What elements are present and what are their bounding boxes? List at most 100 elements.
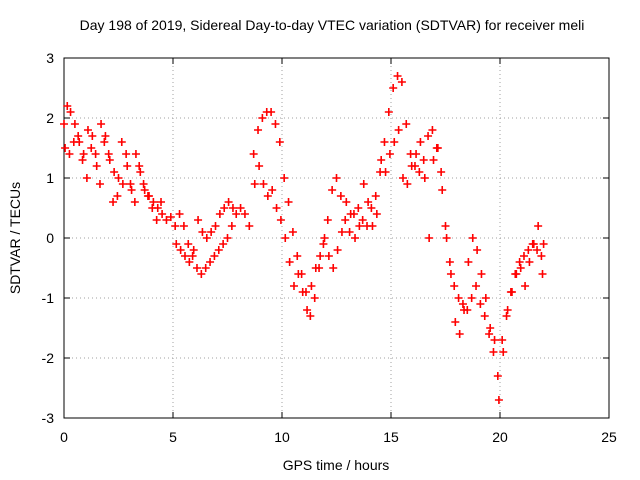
- data-point-marker: [458, 300, 467, 308]
- data-point-marker: [136, 168, 145, 176]
- data-point-marker: [206, 258, 215, 266]
- data-point-marker: [428, 126, 437, 134]
- data-point-marker: [333, 246, 342, 254]
- data-point-marker: [184, 240, 193, 248]
- data-point-marker: [263, 192, 272, 200]
- data-point-marker: [288, 228, 297, 236]
- data-point-marker: [91, 150, 100, 158]
- data-point-marker: [285, 258, 294, 266]
- data-point-marker: [389, 84, 398, 92]
- data-point-marker: [345, 228, 354, 236]
- data-point-marker: [460, 306, 469, 314]
- data-point-marker: [398, 174, 407, 182]
- data-point-marker: [227, 222, 236, 230]
- data-point-marker: [272, 204, 281, 212]
- data-point-marker: [415, 168, 424, 176]
- data-point-marker: [158, 210, 167, 218]
- y-tick-label: -1: [42, 290, 55, 306]
- data-point-marker: [188, 252, 197, 260]
- data-point-marker: [402, 120, 411, 128]
- data-point-marker: [342, 198, 351, 206]
- data-point-marker: [276, 216, 285, 224]
- data-point-marker: [219, 240, 228, 248]
- data-point-marker: [420, 174, 429, 182]
- data-point-marker: [498, 336, 507, 344]
- data-point-marker: [228, 204, 237, 212]
- data-point-marker: [489, 348, 498, 356]
- data-point-marker: [171, 222, 180, 230]
- data-point-marker: [88, 132, 97, 140]
- data-point-marker: [118, 180, 127, 188]
- data-point-marker: [519, 252, 528, 260]
- data-point-marker: [467, 294, 476, 302]
- data-point-marker: [78, 156, 87, 164]
- data-point-marker: [79, 150, 88, 158]
- data-point-marker: [393, 72, 402, 80]
- data-point-marker: [493, 372, 502, 380]
- data-point-marker: [473, 246, 482, 254]
- data-point-marker: [201, 264, 210, 272]
- data-point-marker: [149, 198, 158, 206]
- y-tick-label: 1: [46, 170, 54, 186]
- data-point-marker: [87, 144, 96, 152]
- data-point-marker: [66, 108, 75, 116]
- data-point-marker: [240, 210, 249, 218]
- data-point-marker: [255, 162, 264, 170]
- data-point-marker: [122, 150, 131, 158]
- data-point-marker: [324, 252, 333, 260]
- y-tick-label: -3: [42, 410, 55, 426]
- data-point-marker: [65, 150, 74, 158]
- data-point-marker: [533, 246, 542, 254]
- data-point-marker: [114, 174, 123, 182]
- data-point-marker: [126, 180, 135, 188]
- data-point-marker: [328, 186, 337, 194]
- data-point-marker: [232, 210, 241, 218]
- data-point-marker: [337, 228, 346, 236]
- data-point-marker: [97, 120, 106, 128]
- data-point-marker: [354, 204, 363, 212]
- data-point-marker: [176, 246, 185, 254]
- data-point-marker: [259, 180, 268, 188]
- data-point-marker: [446, 270, 455, 278]
- data-point-marker: [60, 120, 68, 128]
- data-point-marker: [494, 396, 503, 404]
- y-tick-label: 2: [46, 110, 54, 126]
- data-point-marker: [175, 210, 184, 218]
- data-point-marker: [166, 213, 175, 221]
- y-tick-labels: -3 -2 -1 0 1 2 3: [42, 50, 55, 426]
- data-point-marker: [403, 180, 412, 188]
- x-tick-label: 0: [60, 429, 68, 445]
- data-point-marker: [207, 228, 216, 236]
- data-point-marker: [381, 168, 390, 176]
- data-point-marker: [499, 348, 508, 356]
- data-point-marker: [372, 210, 381, 218]
- data-point-marker: [438, 186, 447, 194]
- y-tick-label: 0: [46, 230, 54, 246]
- data-point-marker: [202, 234, 211, 242]
- x-tick-labels: 0 5 10 15 20 25: [60, 429, 617, 445]
- data-point-marker: [451, 318, 460, 326]
- data-point-marker: [364, 198, 373, 206]
- data-point-marker: [310, 294, 319, 302]
- data-point-marker: [390, 138, 399, 146]
- data-point-marker: [490, 336, 499, 344]
- x-axis-title: GPS time / hours: [283, 457, 390, 473]
- data-point-marker: [83, 126, 92, 134]
- data-point-marker: [224, 198, 233, 206]
- data-point-marker: [355, 222, 364, 230]
- data-point-marker: [380, 138, 389, 146]
- data-point-marker: [437, 168, 446, 176]
- data-point-marker: [293, 252, 302, 260]
- y-tick-label: -2: [42, 350, 55, 366]
- data-point-marker: [332, 174, 341, 182]
- data-point-marker: [419, 156, 428, 164]
- data-point-marker: [507, 288, 516, 296]
- data-point-marker: [329, 264, 338, 272]
- data-point-marker: [69, 138, 78, 146]
- data-point-marker: [148, 204, 157, 212]
- x-tick-label: 10: [274, 429, 290, 445]
- data-point-marker: [117, 138, 126, 146]
- data-point-marker: [385, 150, 394, 158]
- data-point-marker: [316, 252, 325, 260]
- data-point-marker: [215, 210, 224, 218]
